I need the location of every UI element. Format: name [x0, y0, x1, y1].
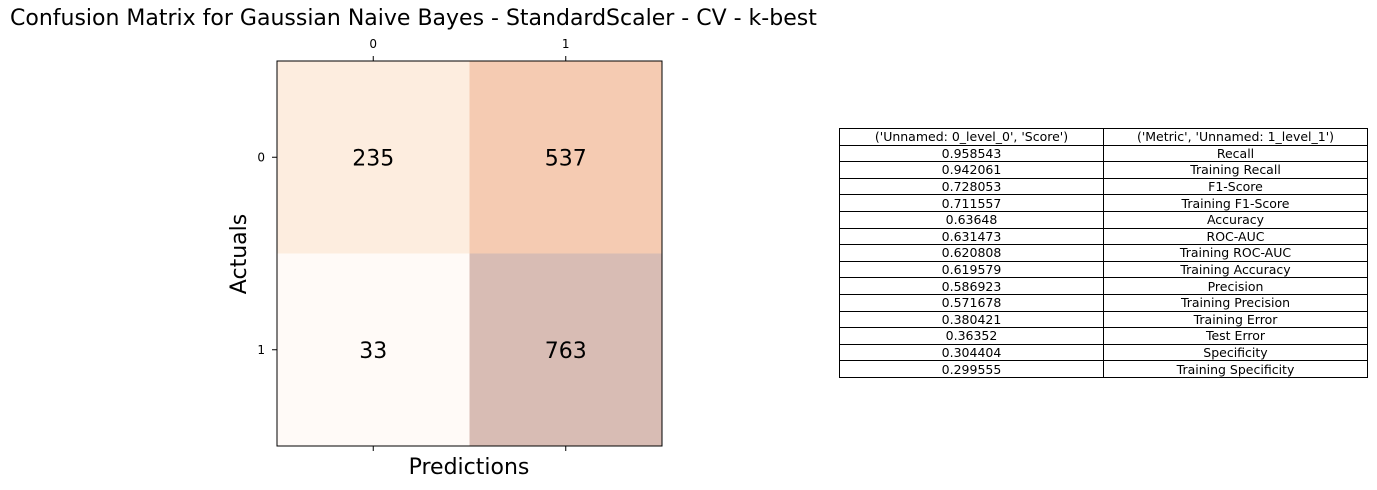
- score-cell: 0.304404: [839, 343, 1104, 362]
- metric-cell: Training Precision: [1103, 293, 1368, 312]
- score-cell: 0.958543: [839, 144, 1104, 163]
- cell-value-label: 235: [352, 146, 394, 171]
- table-row: 0.942061 Training Recall: [839, 161, 1368, 179]
- score-cell: 0.711557: [839, 194, 1104, 212]
- score-cell: 0.586923: [839, 277, 1104, 295]
- score-cell: 0.942061: [839, 161, 1104, 179]
- table-row: 0.620808 Training ROC-AUC: [839, 244, 1368, 262]
- metric-cell: Recall: [1103, 144, 1368, 163]
- y-axis-label: Actuals: [227, 214, 252, 294]
- table-row: 0.36352 Test Error: [839, 327, 1368, 345]
- table-row: 0.63648 Accuracy: [839, 210, 1368, 229]
- table-header-row: ('Unnamed: 0_level_0', 'Score') ('Metric…: [839, 128, 1368, 146]
- metric-cell: Test Error: [1103, 327, 1368, 345]
- table-row: 0.631473 ROC-AUC: [839, 227, 1368, 246]
- score-cell: 0.299555: [839, 360, 1104, 378]
- table-row: 0.958543 Recall: [839, 144, 1368, 163]
- table-row: 0.571678 Training Precision: [839, 293, 1368, 312]
- metric-cell: Specificity: [1103, 343, 1368, 362]
- metric-cell: ROC-AUC: [1103, 227, 1368, 246]
- metric-cell: Training F1-Score: [1103, 194, 1368, 212]
- score-cell: 0.619579: [839, 260, 1104, 279]
- score-cell: 0.620808: [839, 244, 1104, 262]
- metric-cell: Precision: [1103, 277, 1368, 295]
- metric-cell: Training Error: [1103, 310, 1368, 329]
- x-tick-label: 1: [562, 37, 570, 51]
- metric-cell: Training Recall: [1103, 161, 1368, 179]
- cell-value-label: 537: [545, 146, 587, 171]
- score-cell: 0.63648: [839, 210, 1104, 229]
- table-header-score: ('Unnamed: 0_level_0', 'Score'): [839, 128, 1104, 146]
- y-tick-label: 1: [257, 343, 265, 357]
- matrix-cell: [277, 61, 470, 254]
- table-row: 0.711557 Training F1-Score: [839, 194, 1368, 212]
- table-row: 0.299555 Training Specificity: [839, 360, 1368, 378]
- matrix-cell: [277, 253, 470, 446]
- score-cell: 0.571678: [839, 293, 1104, 312]
- score-cell: 0.36352: [839, 327, 1104, 345]
- cell-value-label: 33: [359, 339, 387, 364]
- table-row: 0.586923 Precision: [839, 277, 1368, 295]
- score-cell: 0.380421: [839, 310, 1104, 329]
- cell-value-label: 763: [545, 339, 587, 364]
- table-row: 0.619579 Training Accuracy: [839, 260, 1368, 279]
- table-header-metric: ('Metric', 'Unnamed: 1_level_1'): [1103, 128, 1368, 146]
- metrics-table: ('Unnamed: 0_level_0', 'Score') ('Metric…: [839, 128, 1368, 378]
- score-cell: 0.728053: [839, 177, 1104, 196]
- table-row: 0.728053 F1-Score: [839, 177, 1368, 196]
- y-tick-label: 0: [257, 150, 265, 164]
- table-row: 0.304404 Specificity: [839, 343, 1368, 362]
- metric-cell: Accuracy: [1103, 210, 1368, 229]
- matrix-cell: [469, 253, 662, 446]
- chart-title: Confusion Matrix for Gaussian Naive Baye…: [10, 6, 817, 31]
- table-row: 0.380421 Training Error: [839, 310, 1368, 329]
- score-cell: 0.631473: [839, 227, 1104, 246]
- metric-cell: Training Specificity: [1103, 360, 1368, 378]
- x-axis-label: Predictions: [409, 455, 530, 480]
- x-tick-label: 0: [369, 37, 377, 51]
- metric-cell: Training Accuracy: [1103, 260, 1368, 279]
- metric-cell: Training ROC-AUC: [1103, 244, 1368, 262]
- metric-cell: F1-Score: [1103, 177, 1368, 196]
- matrix-frame: [276, 60, 663, 447]
- matrix-cell: [469, 61, 662, 254]
